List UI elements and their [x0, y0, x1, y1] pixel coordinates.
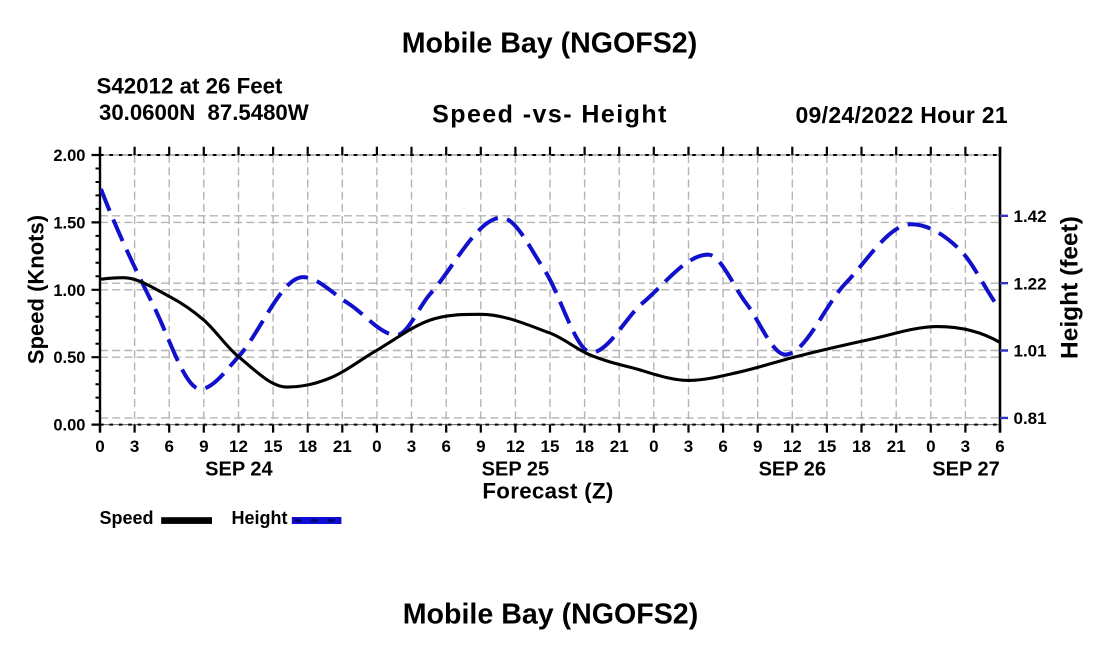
svg-text:3: 3	[130, 437, 139, 456]
svg-text:21: 21	[610, 437, 629, 456]
svg-text:3: 3	[407, 437, 416, 456]
svg-text:SEP 25: SEP 25	[482, 458, 549, 480]
svg-text:09/24/2022 Hour 21: 09/24/2022 Hour 21	[795, 102, 1008, 128]
svg-text:21: 21	[333, 437, 352, 456]
svg-text:Height: Height	[232, 508, 288, 528]
svg-text:SEP 26: SEP 26	[759, 458, 826, 480]
svg-text:6: 6	[718, 437, 727, 456]
svg-text:6: 6	[441, 437, 450, 456]
svg-text:1.22: 1.22	[1014, 274, 1047, 293]
svg-text:3: 3	[684, 437, 693, 456]
svg-text:0.00: 0.00	[53, 417, 85, 435]
svg-text:21: 21	[887, 437, 906, 456]
svg-text:15: 15	[541, 437, 560, 456]
svg-text:15: 15	[264, 437, 283, 456]
svg-text:9: 9	[476, 437, 485, 456]
svg-text:9: 9	[199, 437, 208, 456]
svg-text:Mobile Bay (NGOFS2): Mobile Bay (NGOFS2)	[402, 28, 698, 60]
svg-text:Forecast (Z): Forecast (Z)	[482, 479, 613, 504]
svg-text:Speed -vs- Height: Speed -vs- Height	[432, 100, 668, 128]
svg-text:0: 0	[95, 437, 104, 456]
svg-text:Mobile Bay (NGOFS2): Mobile Bay (NGOFS2)	[403, 599, 699, 631]
svg-text:1.50: 1.50	[53, 214, 85, 232]
svg-text:0: 0	[926, 437, 935, 456]
svg-text:30.0600N 87.5480W: 30.0600N 87.5480W	[99, 100, 309, 125]
svg-text:0.81: 0.81	[1014, 409, 1047, 428]
svg-text:18: 18	[852, 437, 871, 456]
svg-text:9: 9	[753, 437, 762, 456]
svg-text:1.01: 1.01	[1014, 342, 1047, 361]
svg-text:12: 12	[506, 437, 525, 456]
svg-text:15: 15	[817, 437, 836, 456]
svg-text:18: 18	[298, 437, 317, 456]
svg-text:Speed (Knots): Speed (Knots)	[24, 215, 49, 364]
svg-text:6: 6	[164, 437, 173, 456]
svg-text:Speed: Speed	[100, 508, 154, 528]
svg-text:1.00: 1.00	[53, 282, 85, 300]
svg-text:2.00: 2.00	[53, 147, 85, 165]
svg-text:12: 12	[229, 437, 248, 456]
svg-text:6: 6	[995, 437, 1004, 456]
svg-text:SEP 24: SEP 24	[205, 458, 273, 480]
svg-text:Height (feet): Height (feet)	[1057, 216, 1084, 359]
svg-text:0.50: 0.50	[53, 349, 85, 367]
svg-text:1.42: 1.42	[1014, 207, 1047, 226]
svg-text:3: 3	[961, 437, 970, 456]
svg-text:0: 0	[649, 437, 658, 456]
svg-text:12: 12	[783, 437, 802, 456]
svg-text:S42012 at 26 Feet: S42012 at 26 Feet	[97, 73, 284, 98]
svg-text:18: 18	[575, 437, 594, 456]
svg-text:SEP 27: SEP 27	[932, 458, 999, 480]
svg-text:0: 0	[372, 437, 381, 456]
